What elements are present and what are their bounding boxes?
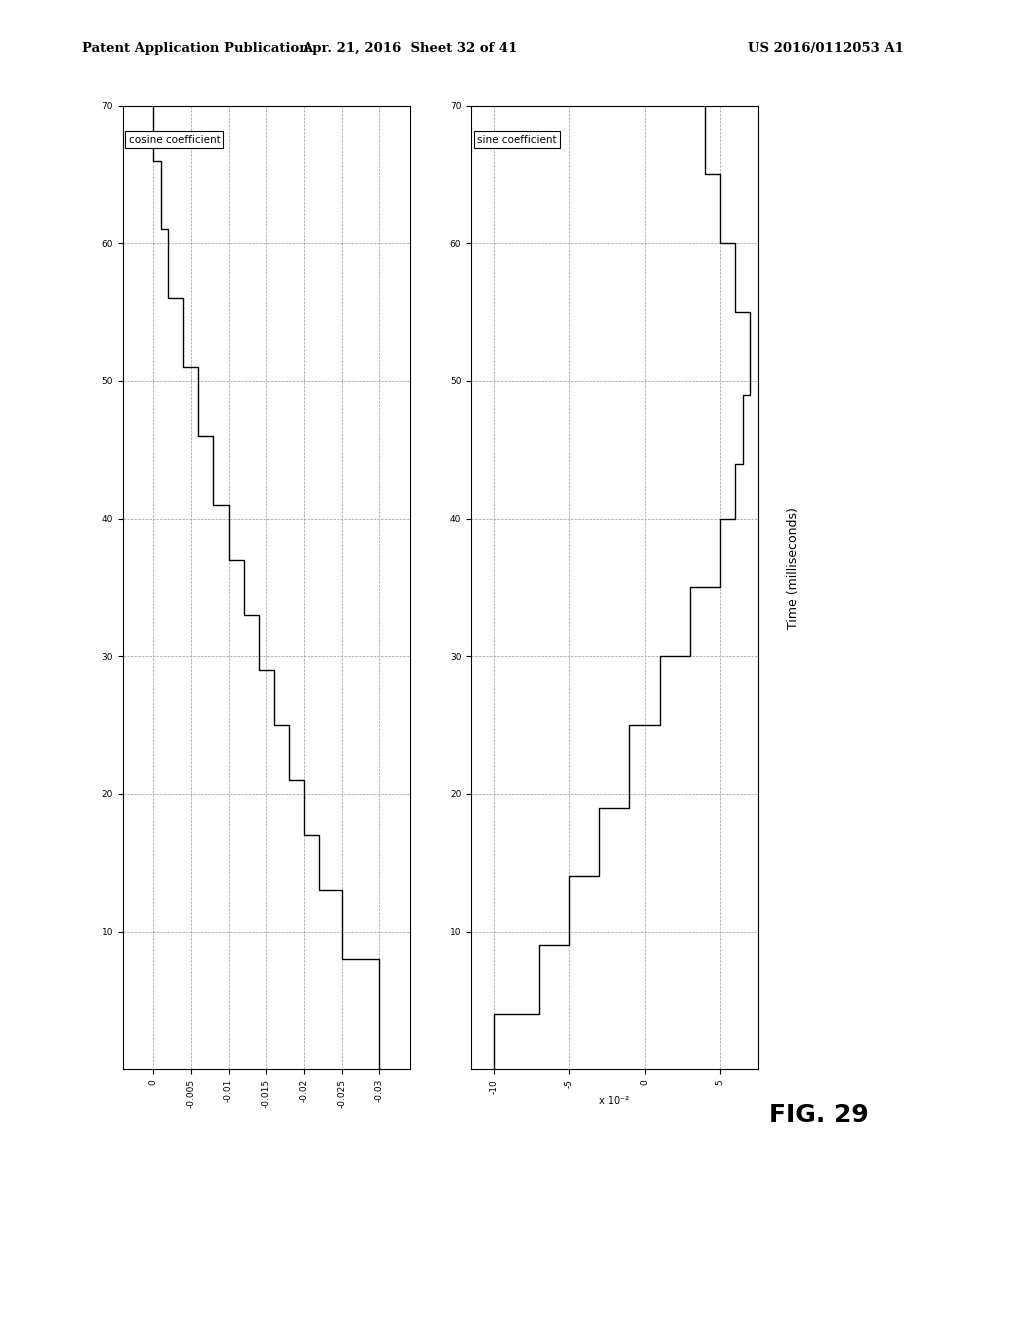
X-axis label: x 10⁻²: x 10⁻² xyxy=(599,1097,630,1106)
Text: Patent Application Publication: Patent Application Publication xyxy=(82,42,308,55)
Text: US 2016/0112053 A1: US 2016/0112053 A1 xyxy=(748,42,903,55)
Text: FIG. 29: FIG. 29 xyxy=(769,1104,869,1127)
Text: cosine coefficient: cosine coefficient xyxy=(129,135,220,144)
Text: Apr. 21, 2016  Sheet 32 of 41: Apr. 21, 2016 Sheet 32 of 41 xyxy=(302,42,517,55)
Text: sine coefficient: sine coefficient xyxy=(477,135,556,144)
Text: Time (milliseconds): Time (milliseconds) xyxy=(787,507,800,628)
